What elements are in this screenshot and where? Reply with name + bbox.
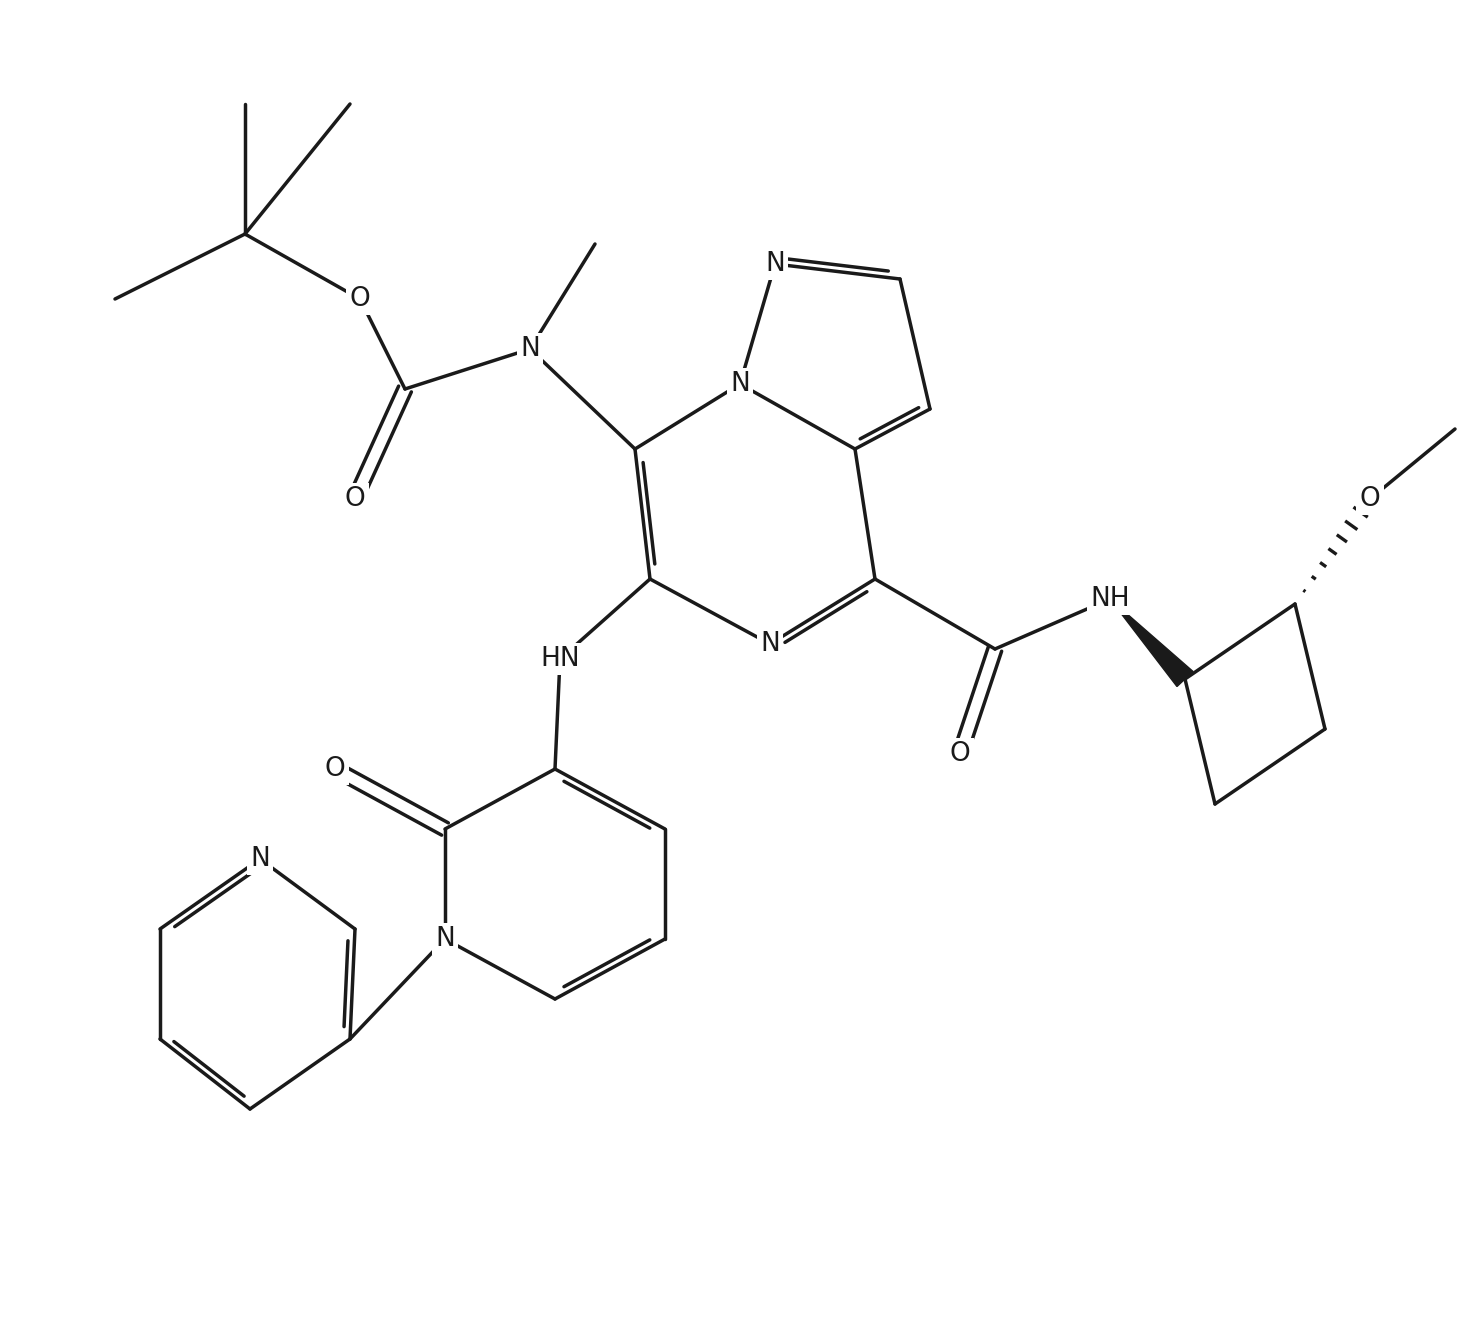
Text: O: O bbox=[349, 285, 370, 312]
Text: N: N bbox=[250, 846, 270, 872]
Text: O: O bbox=[950, 740, 971, 767]
Text: N: N bbox=[436, 926, 455, 952]
Text: O: O bbox=[345, 486, 366, 512]
Text: HN: HN bbox=[539, 646, 580, 672]
Text: N: N bbox=[730, 371, 750, 398]
Text: N: N bbox=[760, 631, 779, 658]
Text: O: O bbox=[325, 756, 345, 782]
Text: O: O bbox=[1360, 486, 1380, 512]
Text: N: N bbox=[520, 336, 539, 362]
Polygon shape bbox=[1110, 599, 1193, 687]
Text: NH: NH bbox=[1091, 586, 1130, 612]
Text: N: N bbox=[765, 251, 785, 277]
